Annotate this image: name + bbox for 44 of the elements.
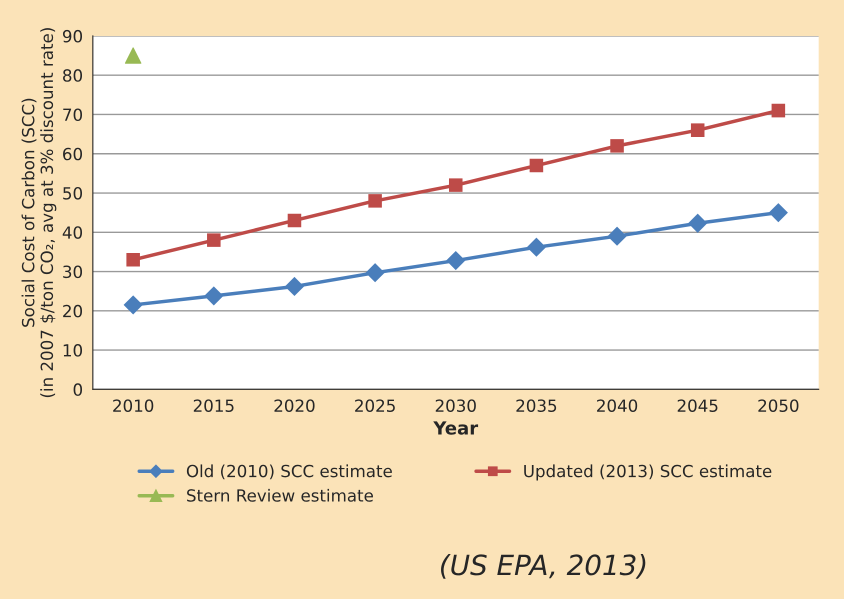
y-tick-label: 30 — [63, 266, 82, 278]
point — [448, 178, 463, 192]
point — [126, 252, 140, 267]
x-tick-label: 2025 — [355, 399, 395, 412]
y-tick-label: 20 — [63, 304, 82, 318]
x-tick-label: 2030 — [436, 399, 476, 412]
x-tick-label: 2035 — [516, 399, 556, 412]
point — [772, 104, 786, 118]
point — [688, 214, 708, 233]
y-tick-label: 60 — [63, 148, 82, 160]
point — [288, 214, 302, 228]
x-tick-label: 2015 — [194, 399, 234, 412]
point — [446, 251, 466, 270]
legend-label: Stern Review estimate — [187, 488, 373, 502]
legend-label: Old (2010) SCC estimate — [186, 464, 392, 480]
point — [610, 139, 624, 153]
x-tick-label: 2020 — [274, 399, 315, 412]
x-tick-label: 2050 — [758, 399, 798, 412]
point — [608, 226, 626, 246]
point — [768, 203, 788, 222]
y-tick-label: 90 — [62, 30, 82, 43]
point — [690, 123, 704, 137]
point — [124, 296, 143, 314]
point — [285, 277, 304, 296]
point — [530, 158, 544, 172]
x-tick-label: 2040 — [597, 399, 638, 412]
x-axis-title: Year — [433, 421, 478, 435]
y-tick-label: 70 — [63, 108, 82, 122]
point — [366, 263, 384, 282]
y-tick-label: 10 — [64, 344, 82, 357]
y-tick-label: 80 — [63, 69, 82, 82]
y-tick-label: 40 — [62, 226, 82, 239]
text: (US EPA, 2013) — [441, 554, 646, 579]
point — [207, 233, 221, 247]
y-tick-label: 50 — [63, 186, 82, 200]
point — [527, 238, 546, 257]
point — [368, 194, 382, 208]
y-axis-title: Social Cost of Carbon (SCC) (in 2007 $/ton CO₂, avg at 3% discount rate) — [22, 28, 56, 398]
legend-label: Updated (2013) SCC estimate — [524, 464, 772, 481]
x-tick-label: 2045 — [678, 399, 718, 412]
x-tick-label: 2010 — [113, 399, 154, 412]
point — [204, 286, 224, 306]
point — [124, 47, 142, 64]
y-tick-label: 0 — [74, 383, 82, 396]
